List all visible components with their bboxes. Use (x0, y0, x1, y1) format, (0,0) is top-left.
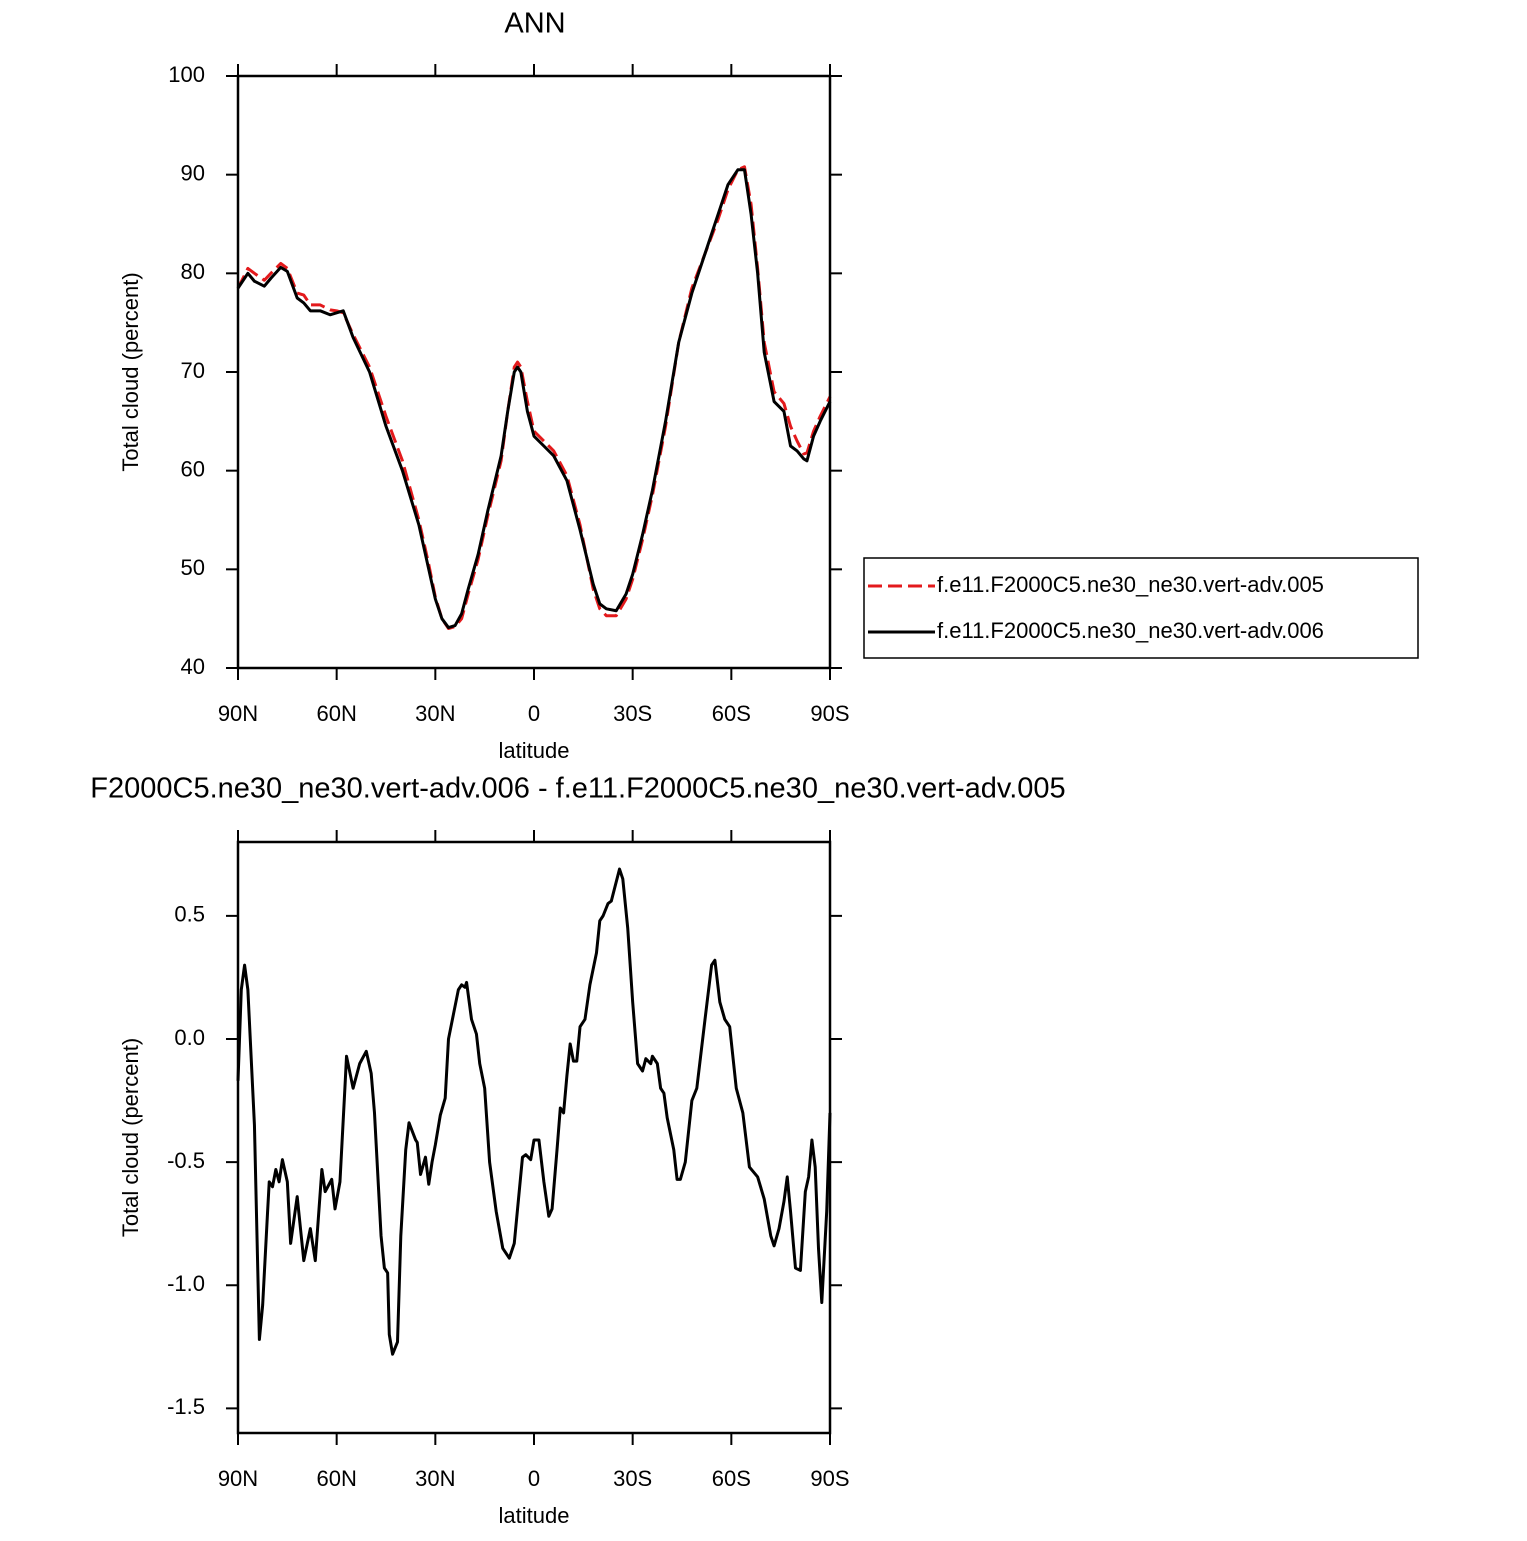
x-tick-label: 0 (528, 1466, 540, 1491)
chart-title: ANN (504, 8, 565, 40)
x-axis-label: latitude (499, 738, 570, 763)
y-axis-label: Total cloud (percent) (118, 1038, 143, 1237)
x-tick-label: 30N (415, 1466, 455, 1491)
x-tick-label: 30S (613, 1466, 652, 1491)
y-tick-label: 90 (181, 160, 205, 185)
data-line (236, 867, 832, 1356)
x-tick-label: 90N (218, 1466, 258, 1491)
y-tick-label: 0.0 (174, 1025, 205, 1050)
plot-frame (236, 840, 832, 1435)
data-line (236, 165, 832, 631)
x-tick-label: 30S (613, 701, 652, 726)
y-tick-label: 80 (181, 259, 205, 284)
x-tick-label: 60S (712, 1466, 751, 1491)
legend-label: f.e11.F2000C5.ne30_ne30.vert-adv.006 (937, 618, 1324, 643)
legend-label: f.e11.F2000C5.ne30_ne30.vert-adv.005 (937, 572, 1324, 597)
x-tick-label: 0 (528, 701, 540, 726)
x-tick-label: 90S (810, 1466, 849, 1491)
x-tick-label: 60N (316, 701, 356, 726)
y-tick-label: -1.5 (167, 1394, 205, 1419)
x-tick-label: 60N (316, 1466, 356, 1491)
chart-title: F2000C5.ne30_ne30.vert-adv.006 - f.e11.F… (90, 773, 1065, 805)
data-line (236, 168, 832, 630)
x-axis-label: latitude (499, 1503, 570, 1528)
x-tick-label: 90N (218, 701, 258, 726)
y-tick-label: 70 (181, 358, 205, 383)
y-tick-label: 100 (168, 62, 205, 87)
y-tick-label: -1.0 (167, 1271, 205, 1296)
y-tick-label: -0.5 (167, 1148, 205, 1173)
x-tick-label: 60S (712, 701, 751, 726)
y-tick-label: 40 (181, 654, 205, 679)
y-tick-label: 60 (181, 456, 205, 481)
x-tick-label: 90S (810, 701, 849, 726)
y-tick-label: 0.5 (174, 902, 205, 927)
y-tick-label: 50 (181, 555, 205, 580)
y-axis-label: Total cloud (percent) (118, 272, 143, 471)
plot-frame (236, 74, 832, 670)
legend-box (863, 557, 1419, 659)
x-tick-label: 30N (415, 701, 455, 726)
